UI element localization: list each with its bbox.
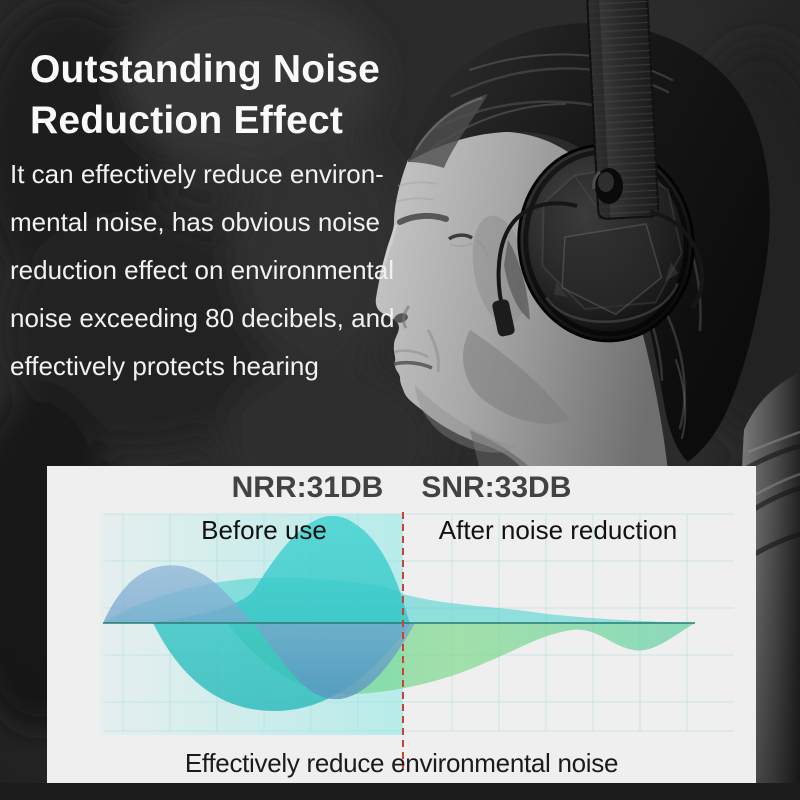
panel-caption: Effectively reduce environmental noise [184,748,619,778]
description-line: It can effectively reduce environ- [10,159,384,189]
description-line: reduction effect on environmental [10,255,394,285]
nrr-rating: NRR:31DB [231,471,384,504]
after-noise-reduction-label: After noise reduction [438,515,678,545]
snr-rating: SNR:33DB [421,471,572,504]
before-use-label: Before use [201,515,327,545]
sound-waveform-graphic [100,512,734,769]
headline-line2: Reduction Effect [30,99,344,142]
headline-line1: Outstanding Noise [30,48,381,91]
description-line: mental noise, has obvious noise [10,207,381,237]
description-line: noise exceeding 80 decibels, and [10,303,395,333]
rating-row: NRR:31DB SNR:33DB [47,471,756,505]
description: It can effectively reduce environ- menta… [10,150,395,390]
wave-blue [103,565,415,700]
noise-reduction-panel: NRR:31DB SNR:33DB Before use After noise… [47,466,756,783]
description-line: effectively protects hearing [10,351,319,381]
bottom-dark-strip [0,783,800,800]
headline: Outstanding Noise Reduction Effect [30,44,380,146]
